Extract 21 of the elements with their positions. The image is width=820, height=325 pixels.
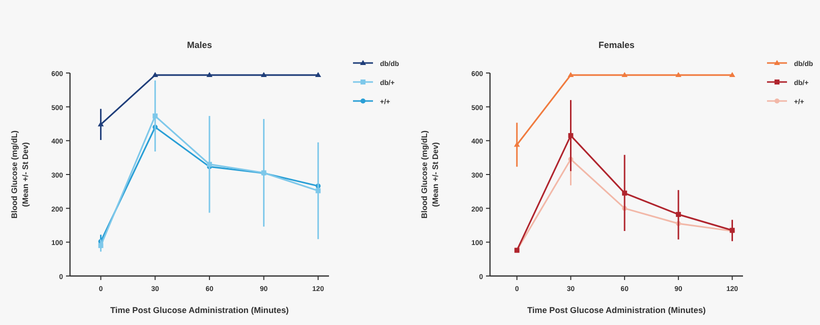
- point: [675, 72, 682, 78]
- point: [568, 72, 574, 78]
- point: [152, 72, 158, 78]
- x-axis-title: Time Post Glucose Administration (Minutes): [110, 305, 289, 315]
- y-axis-title: Blood Glucose (mg/dL) (Mean +/- St Dev): [420, 130, 440, 218]
- chart-title: Males: [186, 40, 212, 50]
- point: [98, 243, 104, 248]
- point: [206, 72, 212, 78]
- point: [676, 212, 681, 217]
- y-axis-title: Blood Glucose (mg/dL) (Mean +/- St Dev): [10, 130, 30, 218]
- point: [568, 133, 574, 138]
- chart-title: Females: [598, 40, 635, 50]
- x-axis-title: Time Post Glucose Administration (Minutes): [527, 305, 706, 315]
- point: [260, 72, 267, 78]
- point: [152, 113, 158, 118]
- point: [729, 72, 736, 78]
- point: [206, 162, 212, 167]
- point: [622, 190, 628, 196]
- point: [316, 188, 321, 194]
- point: [622, 72, 628, 78]
- point: [315, 72, 322, 78]
